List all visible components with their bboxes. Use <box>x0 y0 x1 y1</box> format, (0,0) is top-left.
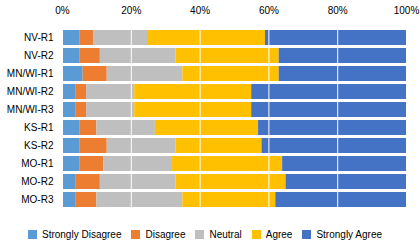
svg-text:MN/WI-R2: MN/WI-R2 <box>7 86 54 97</box>
svg-text:MO-R3: MO-R3 <box>21 194 54 205</box>
svg-text:80%: 80% <box>328 5 348 16</box>
svg-text:NV-R2: NV-R2 <box>24 50 54 61</box>
svg-text:0%: 0% <box>55 5 70 16</box>
svg-text:KS-R1: KS-R1 <box>24 122 54 133</box>
svg-text:KS-R2: KS-R2 <box>24 140 54 151</box>
html-text:Strongly Agree: Strongly Agree <box>316 229 382 240</box>
svg-text:NV-R1: NV-R1 <box>24 32 54 43</box>
html-text:Strongly Disagree: Strongly Disagree <box>42 229 122 240</box>
svg-text:MN/WI-R3: MN/WI-R3 <box>7 104 54 115</box>
svg-text:MN/WI-R1: MN/WI-R1 <box>7 68 54 79</box>
svg-text:60%: 60% <box>259 5 279 16</box>
svg-text:MO-R1: MO-R1 <box>21 158 54 169</box>
svg-text:40%: 40% <box>190 5 210 16</box>
svg-text:20%: 20% <box>121 5 141 16</box>
html-text:Disagree: Disagree <box>145 229 186 240</box>
svg-text:100%: 100% <box>394 5 420 16</box>
html-text:Neutral: Neutral <box>209 229 242 240</box>
html-text:Agree: Agree <box>265 229 293 240</box>
svg-text:MO-R2: MO-R2 <box>21 176 54 187</box>
